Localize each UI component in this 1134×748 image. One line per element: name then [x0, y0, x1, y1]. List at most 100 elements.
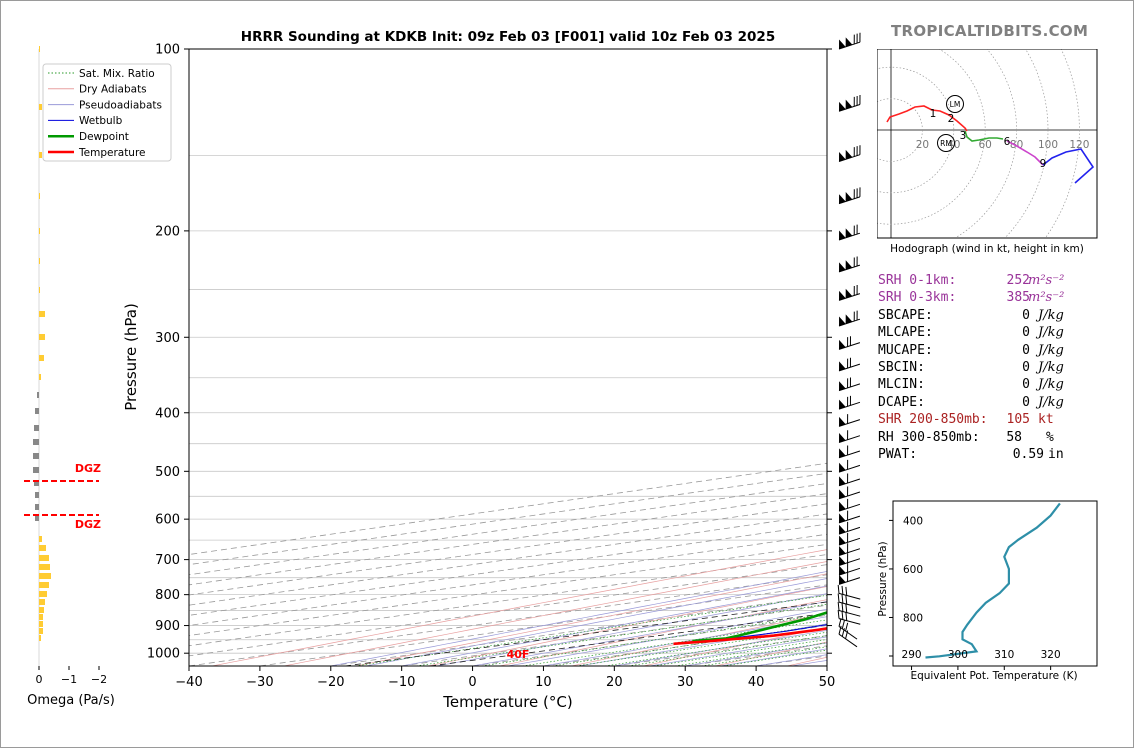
x-tick-label: −10 [388, 675, 415, 690]
index-row: SBCIN: 0 J/kg [878, 360, 1108, 377]
index-label: SHR 200-850mb: [878, 412, 988, 428]
omega-bar [39, 152, 42, 158]
omega-bar [39, 564, 50, 570]
theta-e-x-tick-label: 320 [1041, 649, 1061, 661]
pseudoadiabat-line [366, 578, 827, 666]
hodo-ring [877, 49, 986, 225]
omega-bar [39, 555, 49, 561]
y-tick-label: 700 [155, 553, 180, 568]
index-value: 0 [1022, 394, 1030, 410]
omega-bar [39, 355, 44, 361]
wind-barb [838, 553, 861, 566]
hodo-ring-label: 100 [1038, 139, 1058, 151]
omega-bar [33, 467, 39, 473]
x-tick-label: 50 [819, 675, 836, 690]
index-value: 385 [1006, 290, 1030, 306]
omega-bar [39, 374, 41, 380]
index-unit: J/kg [1038, 394, 1064, 410]
hodo-height-label: 3 [960, 130, 967, 142]
index-row: MLCAPE: 0 J/kg [878, 325, 1108, 342]
x-tick-label: 40 [748, 675, 765, 690]
y-axis-label: Pressure (hPa) [122, 303, 140, 411]
y-tick-label: 900 [155, 619, 180, 634]
theta-e-y-tick-label: 600 [903, 564, 923, 576]
pseudoadiabat-line [578, 623, 827, 666]
omega-bar [39, 258, 40, 264]
theta-e-y-label: Pressure (hPa) [877, 541, 889, 616]
omega-bar [34, 425, 39, 431]
index-value: 0 [1022, 307, 1030, 323]
y-tick-label: 500 [155, 465, 180, 480]
omega-bar [39, 104, 42, 110]
wind-barb [838, 521, 861, 535]
legend-entry: Temperature [78, 147, 146, 159]
hodo-height-label: 1 [930, 108, 937, 120]
dry-adiabat-line [571, 612, 827, 666]
index-value: 0 [1022, 360, 1030, 375]
omega-bar [39, 628, 43, 634]
omega-bar [35, 515, 39, 521]
wind-barbs [837, 32, 861, 648]
isotherm-line [189, 554, 827, 647]
hodo-ring [954, 49, 1017, 238]
wind-barb [838, 285, 861, 301]
index-value: 0 [1022, 325, 1030, 341]
index-label: RH 300-850mb: [878, 429, 980, 445]
wind-barb [838, 625, 858, 648]
index-label: MUCAPE: [878, 342, 933, 358]
wind-barb [838, 310, 861, 327]
wind-barb [838, 562, 861, 576]
mixing-ratio-line [653, 639, 827, 666]
omega-bar [39, 621, 43, 627]
index-row: MUCAPE: 0 J/kg [878, 343, 1108, 360]
hodo-height-label: 9 [1040, 158, 1047, 170]
pseudoadiabat-line [437, 593, 827, 666]
dry-adiabat-line [212, 549, 827, 666]
hodo-marker [946, 95, 964, 113]
isotherm-line [189, 533, 827, 626]
wind-barb [838, 473, 861, 487]
index-value: 252 [1006, 273, 1030, 288]
isotherm-line [401, 604, 827, 666]
index-unit: % [1046, 429, 1054, 445]
x-axis-label: Temperature (°C) [442, 693, 572, 711]
hodo-height-label: 6 [1004, 136, 1011, 148]
hodo-marker [937, 134, 955, 152]
index-label: PWAT: [878, 447, 918, 462]
dry-adiabat-line [284, 561, 827, 666]
hodo-ring [1044, 49, 1080, 238]
wind-barb [837, 593, 861, 609]
x-tick-label: −40 [175, 675, 202, 690]
omega-bar [39, 193, 40, 199]
pseudoadiabat-line [791, 660, 827, 666]
index-label: SBCAPE: [878, 307, 933, 323]
isotherm-line [756, 655, 827, 666]
y-tick-label: 800 [155, 588, 180, 603]
pseudoadiabat-line [720, 648, 827, 666]
index-row: DCAPE: 0 J/kg [878, 395, 1108, 412]
wind-barb [838, 572, 861, 585]
legend-entry: Dewpoint [79, 131, 129, 143]
wind-barb [838, 32, 861, 50]
omega-bar [35, 492, 39, 498]
wind-barb [838, 256, 861, 273]
pseudoadiabat-line [507, 608, 827, 666]
omega-tick-label: 0 [36, 673, 43, 686]
reference-line [429, 612, 827, 666]
omega-tick-label: −2 [91, 673, 107, 686]
y-tick-label: 600 [155, 513, 180, 528]
wind-barb [838, 498, 861, 512]
omega-bar [34, 480, 39, 486]
wind-barb [838, 486, 861, 500]
omega-bar [39, 591, 47, 597]
hodograph-caption: Hodograph (wind in kt, height in km) [890, 243, 1084, 255]
brand-logo-text: TROPICALTIDBITS.COM [891, 22, 1089, 40]
legend-entry: Wetbulb [79, 115, 123, 127]
isotherm-line [259, 584, 827, 666]
wind-barb [837, 601, 861, 617]
y-tick-label: 200 [155, 224, 180, 239]
index-unit: J/kg [1038, 377, 1064, 393]
index-row: SHR 200-850mb: 105 kt [878, 412, 1108, 429]
hodo-segment [886, 105, 968, 132]
theta-e-frame [892, 500, 1098, 667]
